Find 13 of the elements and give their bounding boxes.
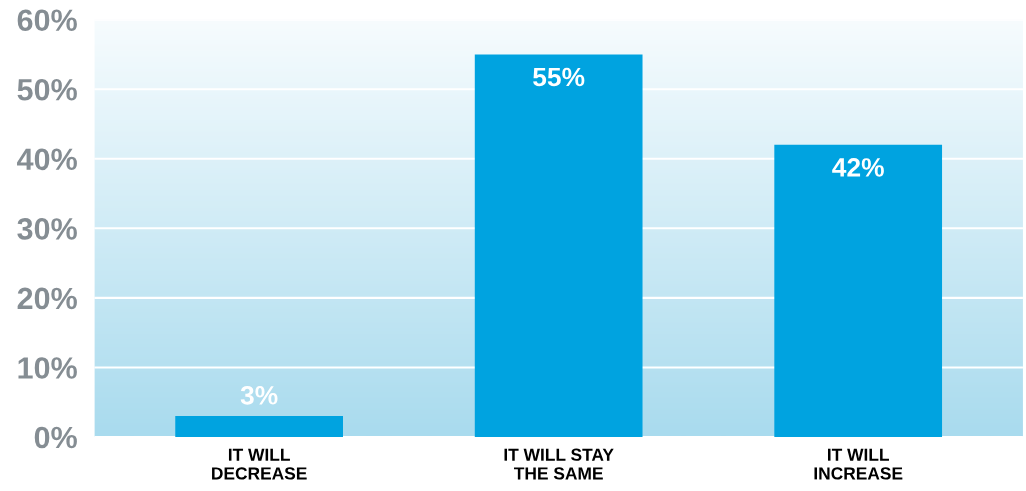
y-tick-label: 10%	[18, 357, 77, 379]
x-tick-label: IT WILL DECREASE	[212, 448, 307, 480]
x-tick-label: IT WILL INCREASE	[814, 448, 903, 480]
y-tick-label: 50%	[17, 78, 77, 101]
y-tick-label: 0%	[34, 426, 77, 449]
data-label: 3%	[240, 385, 278, 405]
x-tick-label: IT WILL STAY THE SAME	[504, 448, 614, 480]
y-tick-label: 20%	[17, 287, 77, 310]
y-tick-label: 30%	[17, 218, 77, 240]
y-tick-label: 60%	[17, 9, 77, 32]
data-label: 55%	[533, 67, 585, 87]
data-label: 42%	[832, 158, 884, 177]
y-tick-label: 40%	[17, 148, 77, 171]
